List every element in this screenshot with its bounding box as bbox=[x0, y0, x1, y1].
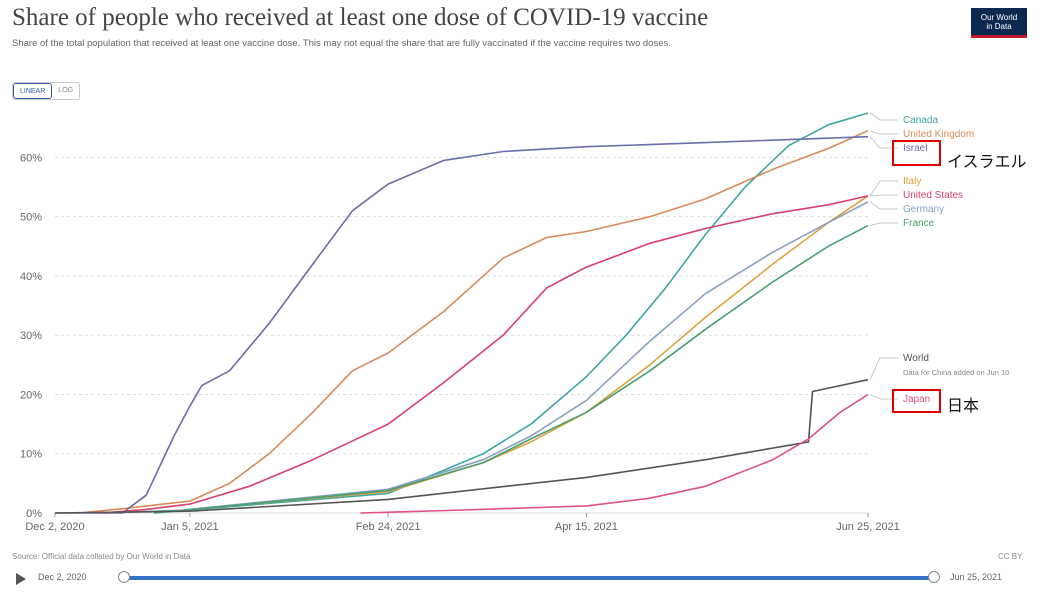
y-tick-label: 30% bbox=[20, 330, 42, 342]
label-connector-united-kingdom bbox=[869, 130, 898, 135]
series-line-united-states bbox=[102, 195, 869, 514]
log-scale-button[interactable]: LOG bbox=[58, 87, 74, 94]
source-note[interactable]: Source: Official data collated by Our Wo… bbox=[12, 552, 191, 561]
japan-highlight-box bbox=[892, 389, 941, 413]
series-line-japan bbox=[360, 393, 869, 514]
timeline-track[interactable] bbox=[124, 576, 932, 580]
label-connector-world bbox=[869, 357, 898, 380]
owid-logo[interactable]: Our World in Data bbox=[971, 8, 1027, 38]
linear-scale-button[interactable]: LINEAR bbox=[13, 83, 53, 99]
timeline-end-date: Jun 25, 2021 bbox=[950, 572, 1003, 582]
end-label-israel: Israel bbox=[903, 143, 927, 154]
end-label-france: France bbox=[903, 218, 935, 229]
israel-highlight-box bbox=[892, 140, 941, 166]
page-subtitle: Share of the total population that recei… bbox=[12, 38, 671, 49]
label-connector-germany bbox=[869, 201, 898, 210]
timeline[interactable]: Dec 2, 2020 Jun 25, 2021 bbox=[0, 568, 1042, 590]
x-tick-label: Dec 2, 2020 bbox=[25, 521, 84, 533]
israel-annotation: イスラエル bbox=[947, 154, 1027, 171]
end-label-japan: Japan bbox=[903, 394, 930, 405]
logo-line-1: Our World bbox=[980, 13, 1018, 22]
label-connector-france bbox=[869, 222, 898, 226]
y-tick-label: 0% bbox=[26, 508, 42, 520]
scale-toggle[interactable]: LINEAR LOG bbox=[12, 82, 81, 100]
x-tick-label: Feb 24, 2021 bbox=[356, 521, 421, 533]
x-tick-label: Jun 25, 2021 bbox=[836, 521, 900, 533]
series-line-united-kingdom bbox=[78, 129, 869, 514]
end-label-italy: Italy bbox=[903, 176, 921, 187]
play-icon[interactable] bbox=[16, 573, 26, 585]
y-tick-label: 50% bbox=[20, 212, 42, 224]
world-data-note: Data for China added on Jun 10 bbox=[903, 368, 1009, 377]
end-label-canada: Canada bbox=[903, 115, 938, 126]
end-label-germany: Germany bbox=[903, 204, 944, 215]
series-line-world bbox=[54, 378, 869, 514]
series-line-germany bbox=[154, 201, 869, 514]
timeline-start-handle[interactable] bbox=[118, 571, 130, 583]
line-chart: 0% 10% 20% 30% 40% 50% 60% Dec 2, 2020 Jan 5, 20… bbox=[20, 112, 1009, 533]
timeline-end-handle[interactable] bbox=[928, 571, 940, 583]
series-line-israel bbox=[55, 135, 869, 514]
y-tick-label: 10% bbox=[20, 449, 42, 461]
label-connector-italy bbox=[869, 180, 898, 197]
series-line-italy bbox=[154, 195, 869, 514]
label-connector-united-states bbox=[869, 194, 898, 197]
page-title: Share of people who received at least on… bbox=[12, 4, 709, 31]
y-tick-label: 40% bbox=[20, 271, 42, 283]
license-link[interactable]: CC BY bbox=[998, 552, 1023, 561]
logo-line-2: in Data bbox=[986, 22, 1012, 31]
end-label-united-states: United States bbox=[903, 190, 963, 201]
y-tick-label: 20% bbox=[20, 389, 42, 401]
y-tick-label: 60% bbox=[20, 152, 42, 164]
label-connector-canada bbox=[869, 112, 898, 121]
japan-annotation: 日本 bbox=[947, 398, 980, 415]
end-label-world: World bbox=[903, 353, 929, 364]
timeline-start-date: Dec 2, 2020 bbox=[38, 572, 87, 582]
series-line-france bbox=[154, 224, 869, 514]
end-label-united-kingdom: United Kingdom bbox=[903, 129, 974, 140]
series-line-canada bbox=[102, 112, 869, 514]
x-tick-label: Jan 5, 2021 bbox=[161, 521, 219, 533]
x-tick-label: Apr 15, 2021 bbox=[555, 521, 618, 533]
